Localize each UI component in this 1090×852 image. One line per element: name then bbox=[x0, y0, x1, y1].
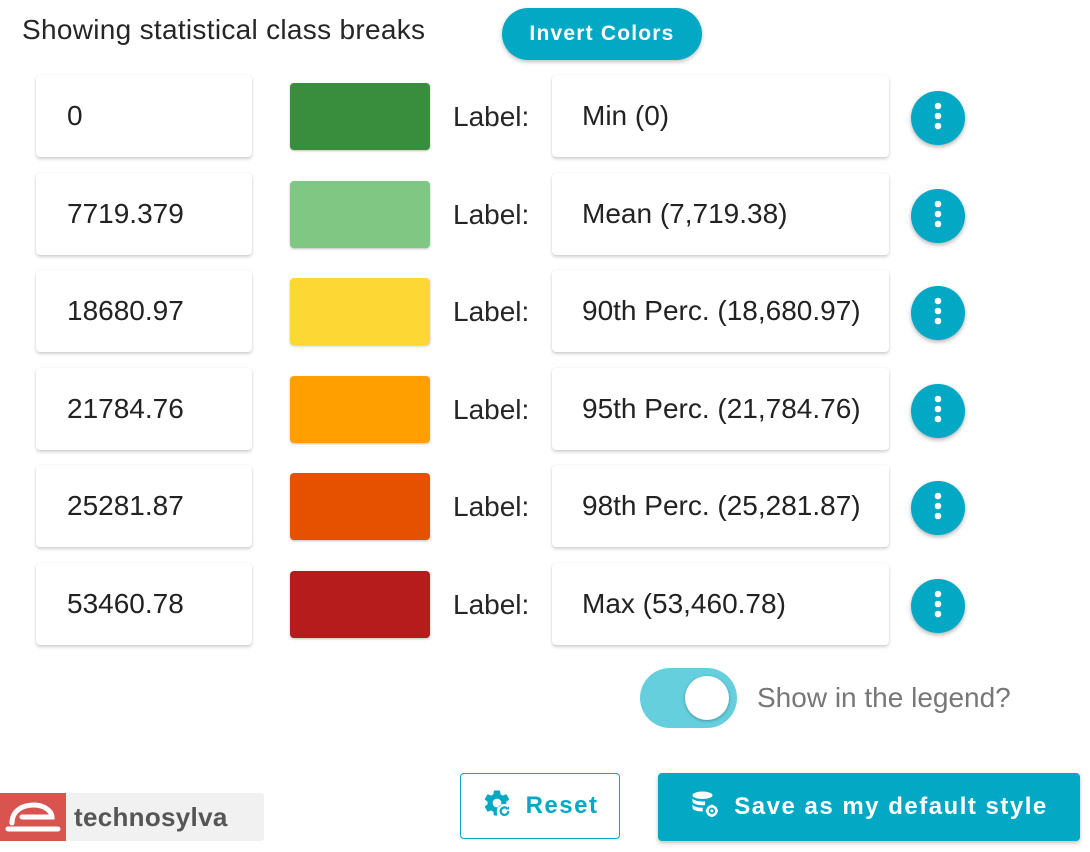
break-label: Max (53,460.78) bbox=[582, 588, 786, 619]
logo-mark-icon bbox=[0, 793, 66, 841]
more-vert-icon bbox=[934, 102, 942, 135]
break-label-field[interactable]: Mean (7,719.38) bbox=[552, 173, 889, 255]
color-swatch[interactable] bbox=[290, 278, 430, 345]
label-prefix: Label: bbox=[453, 394, 530, 425]
row-menu-button[interactable] bbox=[911, 189, 965, 243]
break-value-field[interactable]: 25281.87 bbox=[36, 465, 252, 547]
database-gear-icon bbox=[690, 789, 720, 826]
break-value-field[interactable]: 53460.78 bbox=[36, 563, 252, 645]
class-break-row: 25281.87 Label: 98th Perc. (25,281.87) bbox=[0, 465, 1090, 547]
technosylva-logo: technosylva bbox=[0, 793, 264, 841]
class-break-row: 0 Label: Min (0) bbox=[0, 75, 1090, 157]
color-swatch[interactable] bbox=[290, 571, 430, 638]
logo-text: technosylva bbox=[74, 802, 228, 832]
toggle-knob bbox=[685, 676, 729, 720]
break-label-field[interactable]: 90th Perc. (18,680.97) bbox=[552, 270, 889, 352]
row-menu-button[interactable] bbox=[911, 286, 965, 340]
save-default-style-button[interactable]: Save as my default style bbox=[658, 773, 1080, 841]
reset-label: Reset bbox=[525, 792, 599, 819]
color-swatch[interactable] bbox=[290, 181, 430, 248]
label-prefix: Label: bbox=[453, 491, 530, 522]
break-value: 21784.76 bbox=[67, 393, 184, 424]
break-value: 0 bbox=[67, 100, 83, 131]
break-label: 90th Perc. (18,680.97) bbox=[582, 295, 861, 326]
break-label: Min (0) bbox=[582, 100, 670, 131]
label-prefix: Label: bbox=[453, 199, 530, 230]
break-label-field[interactable]: 98th Perc. (25,281.87) bbox=[552, 465, 889, 547]
more-vert-icon bbox=[934, 395, 942, 428]
break-label-field[interactable]: 95th Perc. (21,784.76) bbox=[552, 368, 889, 450]
break-value: 7719.379 bbox=[67, 198, 184, 229]
more-vert-icon bbox=[934, 590, 942, 623]
class-break-row: 21784.76 Label: 95th Perc. (21,784.76) bbox=[0, 368, 1090, 450]
color-swatch[interactable] bbox=[290, 376, 430, 443]
more-vert-icon bbox=[934, 200, 942, 233]
more-vert-icon bbox=[934, 297, 942, 330]
class-break-row: 7719.379 Label: Mean (7,719.38) bbox=[0, 173, 1090, 255]
class-break-row: 18680.97 Label: 90th Perc. (18,680.97) bbox=[0, 270, 1090, 352]
show-in-legend-toggle[interactable] bbox=[640, 668, 737, 728]
class-break-row: 53460.78 Label: Max (53,460.78) bbox=[0, 563, 1090, 645]
label-prefix: Label: bbox=[453, 101, 530, 132]
break-value: 53460.78 bbox=[67, 588, 184, 619]
row-menu-button[interactable] bbox=[911, 481, 965, 535]
break-label-field[interactable]: Max (53,460.78) bbox=[552, 563, 889, 645]
break-label: 95th Perc. (21,784.76) bbox=[582, 393, 861, 424]
break-value-field[interactable]: 21784.76 bbox=[36, 368, 252, 450]
color-swatch[interactable] bbox=[290, 83, 430, 150]
save-label: Save as my default style bbox=[734, 793, 1048, 820]
row-menu-button[interactable] bbox=[911, 91, 965, 145]
color-swatch[interactable] bbox=[290, 473, 430, 540]
row-menu-button[interactable] bbox=[911, 579, 965, 633]
reset-button[interactable]: Reset bbox=[460, 773, 620, 839]
invert-colors-button[interactable]: Invert Colors bbox=[502, 8, 702, 60]
break-value: 18680.97 bbox=[67, 295, 184, 326]
break-value-field[interactable]: 0 bbox=[36, 75, 252, 157]
panel-title: Showing statistical class breaks bbox=[22, 14, 426, 45]
label-prefix: Label: bbox=[453, 589, 530, 620]
row-menu-button[interactable] bbox=[911, 384, 965, 438]
break-label: Mean (7,719.38) bbox=[582, 198, 788, 229]
break-label: 98th Perc. (25,281.87) bbox=[582, 490, 861, 521]
break-value-field[interactable]: 18680.97 bbox=[36, 270, 252, 352]
more-vert-icon bbox=[934, 492, 942, 525]
gear-refresh-icon bbox=[482, 788, 512, 825]
break-label-field[interactable]: Min (0) bbox=[552, 75, 889, 157]
label-prefix: Label: bbox=[453, 296, 530, 327]
break-value: 25281.87 bbox=[67, 490, 184, 521]
show-in-legend-label: Show in the legend? bbox=[757, 682, 1011, 713]
break-value-field[interactable]: 7719.379 bbox=[36, 173, 252, 255]
